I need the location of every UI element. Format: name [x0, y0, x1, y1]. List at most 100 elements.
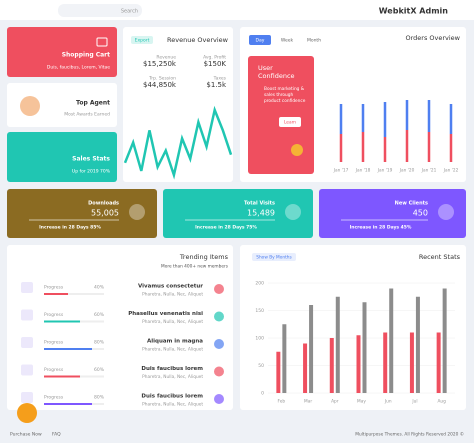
item-icon — [214, 366, 224, 377]
row-icon — [21, 282, 33, 293]
y-tick-label: 100 — [255, 336, 264, 342]
bar — [427, 132, 431, 162]
tab-label[interactable]: Month — [307, 38, 321, 44]
row-icon — [21, 364, 33, 376]
item-tags: Pharetra, Nulla, Nec, Aliquet — [142, 292, 203, 298]
bar — [303, 343, 308, 393]
progress-value: 40% — [94, 285, 105, 291]
card-title: Recent Stats — [419, 253, 461, 261]
card-title: Top Agent — [76, 100, 110, 107]
tab-label[interactable]: Week — [281, 38, 294, 44]
row-icon — [21, 337, 33, 348]
kpi-title: Downloads — [88, 201, 119, 207]
card-title: Orders Overview — [405, 34, 460, 42]
promo-title: User Confidence — [258, 64, 295, 80]
copyright: Multipurpose Themes. All Rights Reserved… — [355, 431, 464, 438]
stat-value: $150K — [204, 60, 227, 68]
x-tick-label: Jan '22 — [443, 168, 459, 174]
progress-value: 60% — [94, 312, 105, 318]
item-icon — [214, 284, 224, 294]
x-tick-label: Jan '19 — [377, 168, 393, 174]
bar — [356, 335, 361, 393]
bar — [339, 134, 343, 162]
bar — [309, 305, 314, 393]
card — [7, 27, 117, 77]
footer-link[interactable]: FAQ — [52, 432, 61, 438]
bar — [427, 100, 431, 132]
bar — [449, 134, 453, 162]
card-subtitle: More than 400+ new members — [161, 264, 229, 270]
progress-label: Progress — [44, 340, 64, 346]
bar — [405, 130, 409, 162]
item-name: Aliquam in magna — [147, 339, 203, 345]
item-name: Duis faucibus lorem — [141, 394, 203, 400]
filter-button[interactable] — [252, 253, 296, 261]
progress-bar — [44, 320, 80, 323]
bar — [383, 137, 387, 162]
progress-label: Progress — [44, 312, 64, 318]
progress-value: 80% — [94, 395, 105, 401]
row-icon — [21, 392, 33, 403]
promo-button[interactable] — [279, 117, 301, 127]
progress-label: Progress — [44, 285, 64, 291]
x-tick-label: Apr — [331, 399, 339, 405]
x-tick-label: Feb — [278, 399, 286, 405]
kpi-icon — [129, 204, 145, 220]
progress-bar — [44, 403, 92, 405]
item-tags: Pharetra, Nulla, Nec, Aliquet — [142, 347, 203, 353]
kpi-note: Increase in 28 Days 85% — [39, 225, 101, 231]
tab-label[interactable]: Day — [256, 38, 265, 44]
item-tags: Pharetra, Nulla, Nec, Aliquet — [142, 374, 203, 380]
item-icon — [214, 394, 224, 404]
tab[interactable] — [276, 35, 298, 45]
bar — [339, 104, 343, 134]
kpi-value: 55,005 — [91, 209, 119, 218]
progress-bar — [44, 293, 68, 295]
bar — [282, 324, 287, 393]
x-tick-label: Mar — [304, 399, 312, 405]
bar — [436, 332, 441, 393]
bar — [389, 288, 394, 393]
avatar — [20, 96, 40, 116]
tab[interactable] — [249, 35, 271, 45]
fab[interactable] — [17, 403, 37, 423]
y-tick-label: 0 — [261, 391, 264, 397]
bar — [362, 302, 367, 393]
search-box[interactable] — [58, 4, 142, 17]
item-tags: Pharetra, Nulla, Nec, Aliquet — [142, 402, 203, 408]
progress-label: Progress — [44, 367, 64, 373]
item-icon — [214, 311, 224, 322]
progress-bar — [44, 375, 80, 378]
bar — [405, 100, 409, 130]
card-title: Sales Stats — [72, 156, 110, 163]
item-icon — [214, 339, 224, 349]
kpi-icon — [438, 204, 454, 220]
x-tick-label: May — [357, 399, 366, 405]
label: Trp. Session — [148, 76, 176, 82]
card — [7, 132, 117, 182]
bar — [361, 104, 365, 132]
kpi-icon — [285, 204, 301, 220]
search-placeholder[interactable]: Search — [121, 9, 138, 15]
y-tick-label: 50 — [258, 363, 264, 369]
kpi-note: Increase in 28 Days 45% — [350, 225, 412, 231]
label: Most Awards Earned — [64, 112, 110, 118]
button-text[interactable]: Learn — [284, 120, 296, 126]
card — [163, 189, 313, 238]
card — [7, 189, 157, 238]
button-text[interactable]: Export — [135, 38, 150, 44]
card — [240, 245, 466, 410]
stat-value: $44,850k — [143, 81, 177, 89]
row-icon — [21, 309, 33, 321]
item-name: Duis faucibus lorem — [141, 366, 203, 372]
progress-value: 60% — [94, 367, 105, 373]
footer-link[interactable]: Purchase Now — [10, 432, 42, 438]
x-tick-label: Jan '18 — [355, 168, 371, 174]
tab[interactable] — [303, 35, 325, 45]
card — [7, 83, 117, 127]
export-button[interactable] — [131, 36, 153, 44]
bar — [449, 104, 453, 134]
button-text[interactable]: Show By Months — [256, 255, 292, 261]
